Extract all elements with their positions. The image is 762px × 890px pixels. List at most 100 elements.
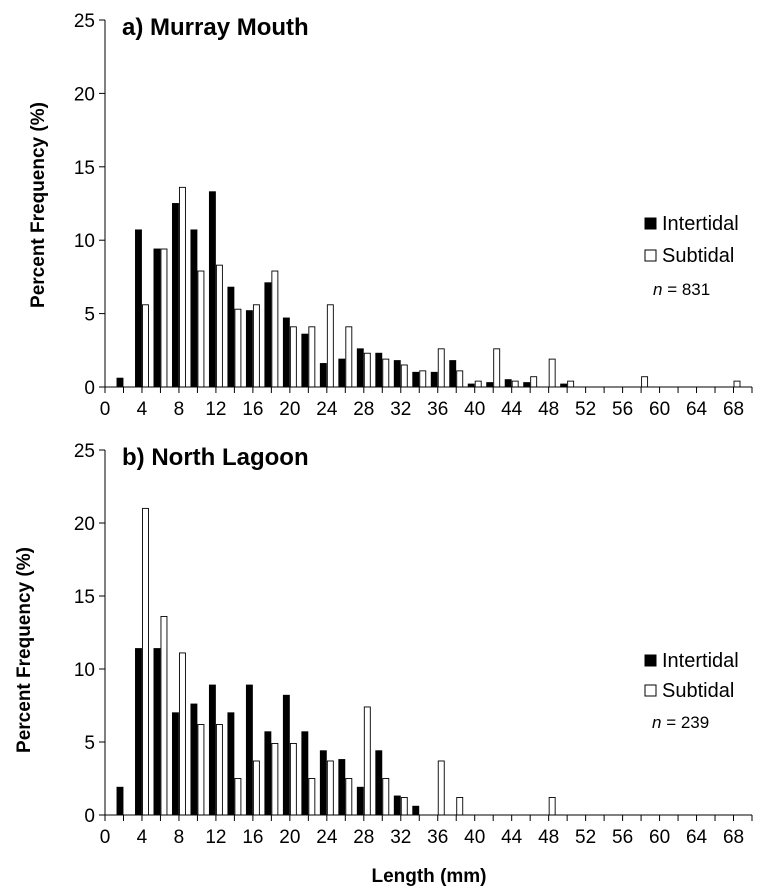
bar-intertidal-10 <box>190 229 198 388</box>
x-axis-title: Length (mm) <box>371 866 486 887</box>
bar-intertidal-18 <box>264 731 272 816</box>
bar-subtidal-26 <box>345 778 353 816</box>
bar-subtidal-24 <box>326 760 334 816</box>
bar-subtidal-38 <box>456 370 464 388</box>
y-axis-title: Percent Frequency (%) <box>14 547 35 753</box>
bar-intertidal-20 <box>282 317 290 388</box>
bar-subtidal-32 <box>400 364 408 388</box>
bar-subtidal-8 <box>178 652 186 816</box>
x-tick-label: 12 <box>205 399 226 420</box>
y-tick-label: 0 <box>84 378 95 399</box>
legend-label-subtidal: Subtidal <box>662 680 734 702</box>
x-tick-label: 60 <box>649 827 670 848</box>
y-tick-label: 5 <box>84 305 95 326</box>
x-tick-label: 24 <box>316 827 338 848</box>
bar-subtidal-4 <box>142 507 149 816</box>
sample-size-label: n = 831 <box>653 280 710 299</box>
bar-subtidal-26 <box>345 326 353 388</box>
bar-intertidal-8 <box>171 203 179 388</box>
bar-subtidal-16 <box>252 304 260 388</box>
bar-intertidal-32 <box>393 360 401 388</box>
panel-north-lagoon: Percent Frequency (%) b) North Lagoon Le… <box>14 441 753 887</box>
x-tick-label: 12 <box>205 827 226 848</box>
bar-subtidal-10 <box>197 724 205 816</box>
panel-title: a) Murray Mouth <box>122 14 309 41</box>
y-tick-label: 25 <box>74 11 95 32</box>
bar-subtidal-28 <box>363 706 371 816</box>
bar-subtidal-14 <box>234 308 242 388</box>
bar-intertidal-16 <box>245 684 253 816</box>
x-tick-label: 40 <box>464 399 485 420</box>
x-tick-label: 44 <box>501 399 523 420</box>
x-tick-label: 32 <box>390 399 411 420</box>
bar-subtidal-32 <box>400 797 408 816</box>
sample-size-label: n = 239 <box>652 713 709 732</box>
bar-intertidal-20 <box>282 694 290 816</box>
x-tick-label: 60 <box>649 399 670 420</box>
x-tick-label: 16 <box>242 399 263 420</box>
legend-label-subtidal: Subtidal <box>662 245 734 267</box>
bar-intertidal-2 <box>116 377 124 388</box>
bar-subtidal-30 <box>382 778 390 816</box>
bar-subtidal-18 <box>271 743 279 816</box>
bar-intertidal-24 <box>319 363 327 388</box>
y-tick-label: 15 <box>74 158 95 179</box>
bar-intertidal-6 <box>153 248 161 388</box>
bar-intertidal-2 <box>116 786 124 816</box>
y-tick-label: 20 <box>74 514 95 535</box>
y-tick-label: 20 <box>74 84 95 105</box>
bar-intertidal-22 <box>301 731 309 816</box>
bar-subtidal-12 <box>215 724 223 816</box>
bar-intertidal-44 <box>504 379 512 388</box>
x-tick-label: 20 <box>279 827 300 848</box>
bar-subtidal-14 <box>234 778 242 816</box>
bar-subtidal-18 <box>271 270 279 388</box>
x-tick-label: 4 <box>137 399 148 420</box>
bar-intertidal-26 <box>338 759 346 816</box>
y-tick-label: 10 <box>74 660 95 681</box>
x-tick-label: 36 <box>427 827 448 848</box>
panel-title: b) North Lagoon <box>122 444 309 471</box>
bar-subtidal-10 <box>197 270 205 388</box>
x-tick-label: 36 <box>427 399 448 420</box>
bar-subtidal-16 <box>252 760 260 816</box>
x-tick-label: 44 <box>501 827 523 848</box>
bar-intertidal-38 <box>449 360 457 388</box>
bar-subtidal-68 <box>733 380 741 388</box>
x-tick-label: 56 <box>612 827 633 848</box>
bar-subtidal-8 <box>178 186 186 388</box>
legend-swatch-intertidal <box>644 654 657 667</box>
x-tick-label: 48 <box>538 399 559 420</box>
x-tick-label: 28 <box>353 399 374 420</box>
bar-subtidal-20 <box>289 743 297 816</box>
x-tick-label: 64 <box>686 399 708 420</box>
bar-intertidal-14 <box>227 712 235 816</box>
bar-subtidal-40 <box>474 380 482 388</box>
bar-subtidal-22 <box>308 778 316 816</box>
bar-intertidal-6 <box>153 648 161 816</box>
bar-subtidal-58 <box>641 376 649 388</box>
bar-intertidal-8 <box>171 712 179 816</box>
bar-subtidal-4 <box>142 304 149 388</box>
bar-intertidal-28 <box>356 786 364 816</box>
bar-intertidal-34 <box>412 805 420 816</box>
y-tick-label: 25 <box>74 441 95 462</box>
legend-label-intertidal: Intertidal <box>662 650 739 672</box>
bar-subtidal-30 <box>382 358 390 388</box>
bar-intertidal-12 <box>208 191 216 388</box>
x-tick-label: 24 <box>316 399 338 420</box>
bar-subtidal-28 <box>363 352 371 388</box>
bar-subtidal-22 <box>308 326 316 388</box>
bar-intertidal-10 <box>190 703 198 816</box>
bar-subtidal-12 <box>215 264 223 388</box>
bar-intertidal-30 <box>375 352 383 388</box>
x-tick-label: 28 <box>353 827 374 848</box>
bar-intertidal-46 <box>523 382 531 388</box>
bar-subtidal-24 <box>326 304 334 388</box>
bar-intertidal-18 <box>264 282 272 388</box>
bar-intertidal-36 <box>430 371 438 388</box>
y-axis-title: Percent Frequency (%) <box>28 102 49 308</box>
x-tick-label: 64 <box>686 827 708 848</box>
bar-subtidal-6 <box>160 248 168 388</box>
